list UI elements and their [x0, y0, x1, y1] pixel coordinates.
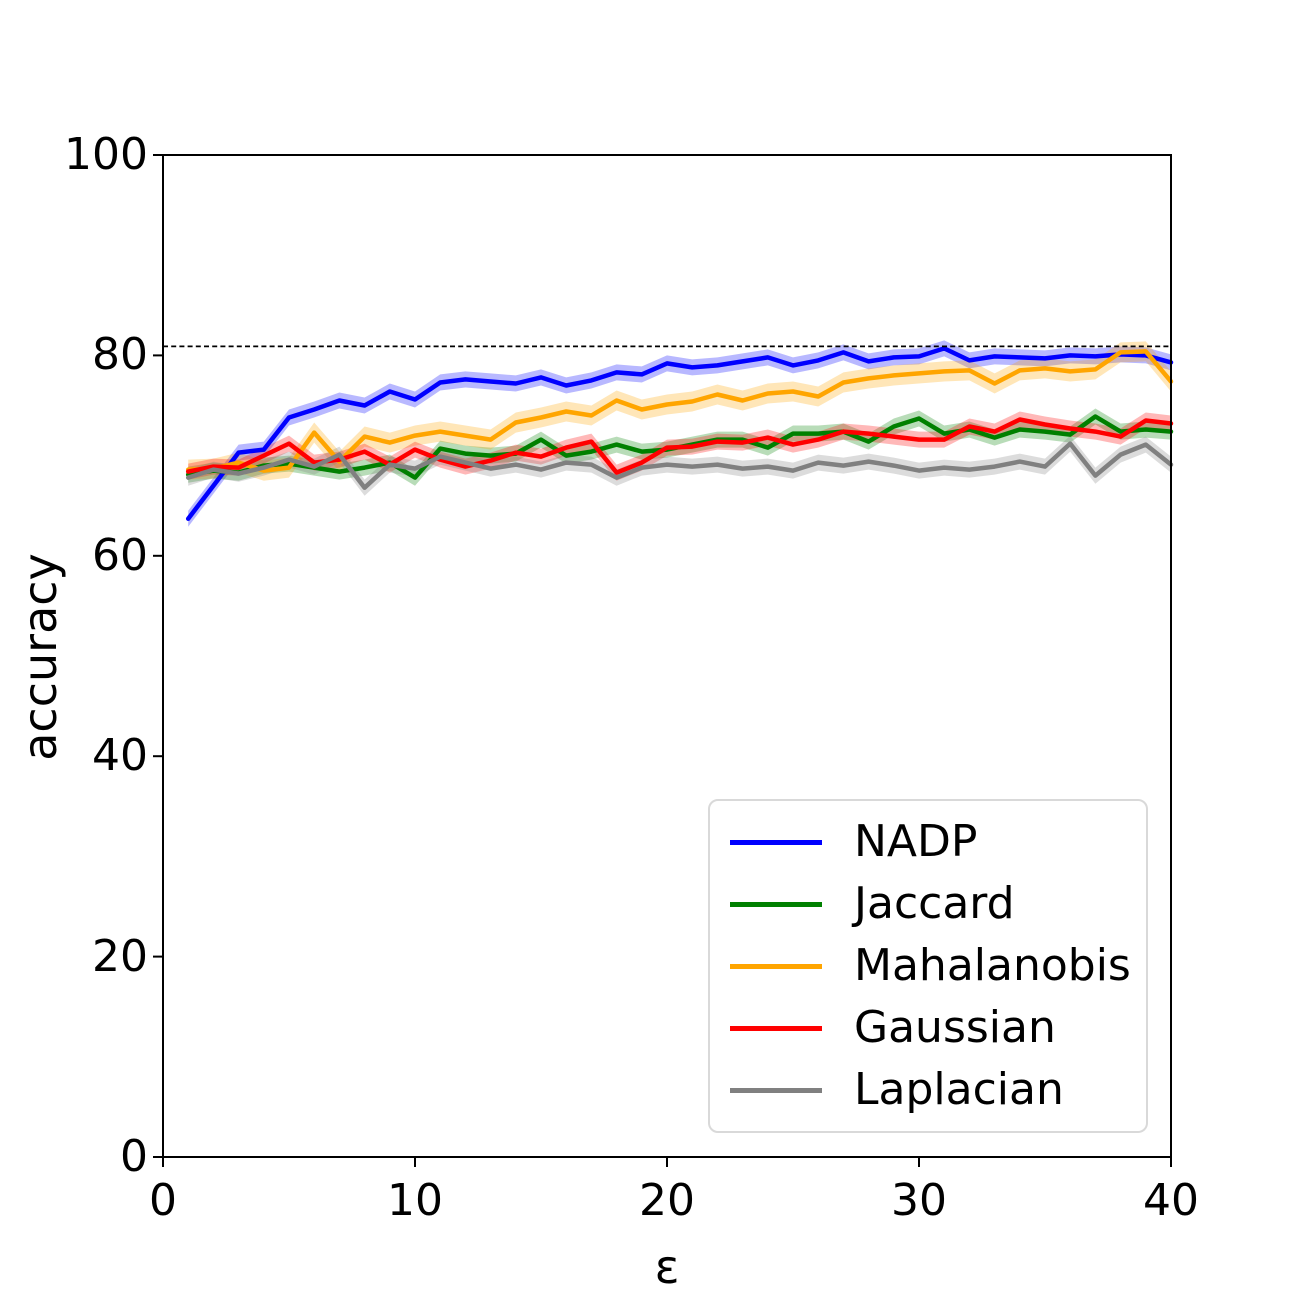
- legend-item-nadp: NADP: [730, 811, 1146, 873]
- y-tick-label-0: 0: [120, 1131, 148, 1182]
- series-lines: [185, 346, 1174, 521]
- x-tick-label-20: 20: [639, 1175, 695, 1226]
- y-tick-label-40: 40: [92, 730, 148, 782]
- x-axis-label: ε: [654, 1240, 680, 1294]
- x-tick-label-30: 30: [891, 1175, 947, 1226]
- legend-item-mahalanobis: Mahalanobis: [730, 935, 1146, 997]
- legend-line-sample-mahalanobis: [730, 963, 822, 969]
- line-mahalanobis: [185, 349, 1174, 473]
- legend-item-laplacian: Laplacian: [730, 1059, 1146, 1121]
- line-laplacian: [185, 441, 1174, 490]
- axes-frame: [153, 154, 1172, 1167]
- y-tick-label-60: 60: [92, 529, 148, 581]
- legend-label-nadp: NADP: [854, 816, 978, 867]
- legend-item-jaccard: Jaccard: [730, 873, 1146, 935]
- band-mahalanobis: [188, 341, 1171, 481]
- legend-line-sample-gaussian: [730, 1025, 822, 1031]
- legend-line-sample-laplacian: [730, 1087, 822, 1093]
- y-tick-label-100: 100: [64, 129, 148, 180]
- legend-label-mahalanobis: Mahalanobis: [854, 940, 1131, 991]
- x-tick-label-0: 0: [149, 1175, 177, 1226]
- line-gaussian: [185, 417, 1174, 475]
- legend-label-jaccard: Jaccard: [854, 878, 1015, 929]
- y-tick-label-20: 20: [92, 930, 148, 982]
- legend-line-sample-jaccard: [730, 901, 822, 907]
- legend-line-sample-nadp: [730, 839, 822, 845]
- line-nadp: [185, 346, 1174, 521]
- legend: NADP Jaccard Mahalanobis Gaussian Laplacian: [708, 799, 1148, 1133]
- x-tick-label-40: 40: [1143, 1175, 1199, 1226]
- legend-item-gaussian: Gaussian: [730, 997, 1146, 1059]
- x-tick-label-10: 10: [387, 1175, 443, 1226]
- y-axis-label: accuracy: [13, 553, 67, 761]
- y-tick-label-80: 80: [92, 329, 148, 381]
- legend-label-laplacian: Laplacian: [854, 1064, 1064, 1115]
- legend-label-gaussian: Gaussian: [854, 1002, 1056, 1053]
